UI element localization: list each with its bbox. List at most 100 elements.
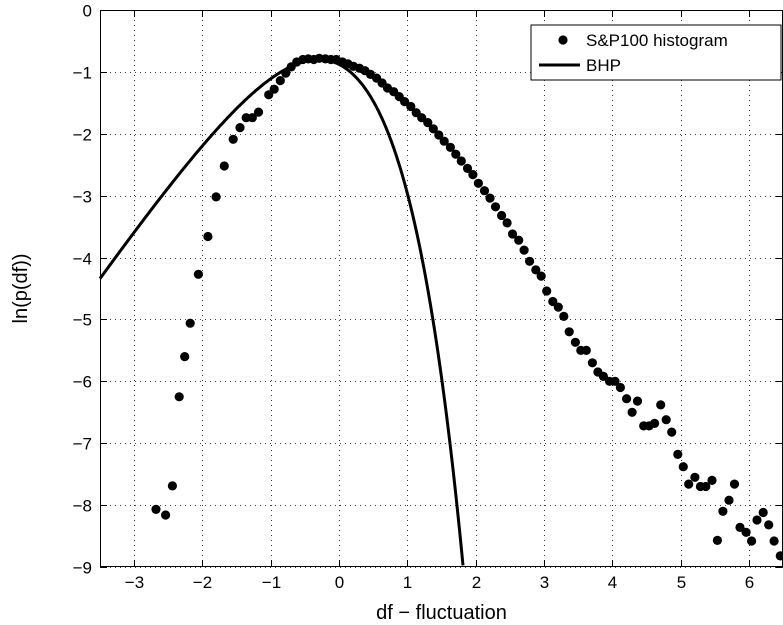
legend-label-bhp: BHP — [586, 56, 621, 75]
histogram-point — [758, 507, 768, 518]
histogram-point — [729, 479, 740, 489]
y-tick-label: 0 — [83, 2, 92, 21]
grid-lines — [100, 10, 783, 568]
histogram-point — [400, 97, 410, 107]
bhp-curve-layer — [98, 58, 465, 566]
legend-box — [530, 24, 782, 81]
y-axis-title: ln(p(df)) — [10, 253, 32, 323]
bhp-curve — [98, 58, 465, 566]
histogram-point — [678, 462, 688, 472]
histogram-point — [490, 202, 501, 212]
histogram-point — [228, 134, 238, 144]
x-tick-label: 4 — [608, 573, 617, 592]
histogram-point — [769, 536, 779, 546]
histogram-point — [673, 449, 683, 459]
histogram-point — [667, 427, 677, 437]
histogram-point — [610, 376, 620, 386]
histogram-point — [180, 352, 190, 362]
histogram-point — [281, 68, 291, 78]
y-tick-label: −7 — [73, 435, 92, 454]
y-tick-label: −2 — [73, 126, 92, 145]
x-tick-labels: −3 −2 −1 0 1 2 3 4 5 6 — [125, 573, 754, 592]
histogram-point — [161, 510, 171, 520]
histogram-point — [650, 418, 660, 428]
histogram-point — [712, 535, 723, 546]
histogram-point — [193, 269, 203, 279]
legend-marker-histogram — [558, 35, 568, 45]
histogram-point — [564, 327, 574, 337]
histogram-point — [531, 265, 541, 275]
histogram-point — [502, 218, 512, 228]
histogram-point — [536, 271, 546, 281]
histogram-point — [747, 536, 757, 546]
y-tick-label: −4 — [73, 250, 92, 269]
y-tick-labels: 0 −1 −2 −3 −4 −5 −6 −7 −8 −9 — [73, 2, 92, 578]
histogram-point — [485, 193, 495, 203]
histogram-point — [247, 113, 257, 123]
histogram-point — [684, 479, 694, 489]
x-axis-title: df − fluctuation — [376, 602, 507, 624]
histogram-point — [690, 472, 700, 482]
histogram-point — [507, 229, 518, 239]
histogram-point — [632, 396, 643, 406]
histogram-point — [718, 506, 728, 516]
histogram-point — [417, 113, 427, 123]
histogram-point — [735, 522, 745, 533]
histogram-point — [428, 124, 438, 134]
histogram-point — [423, 118, 433, 128]
histogram-points-layer — [151, 53, 783, 561]
histogram-point — [167, 481, 177, 491]
histogram-point — [587, 358, 598, 368]
histogram-point — [445, 142, 455, 152]
x-tick-label: 5 — [677, 573, 686, 592]
histogram-point — [752, 515, 762, 525]
histogram-point — [724, 495, 734, 505]
histogram-point — [211, 192, 221, 202]
histogram-point — [151, 504, 161, 514]
histogram-point — [439, 136, 449, 146]
y-tick-label: −8 — [73, 497, 92, 516]
histogram-point — [764, 520, 774, 530]
histogram-point — [174, 392, 184, 402]
x-tick-label: 0 — [335, 573, 344, 592]
histogram-point — [235, 123, 245, 133]
histogram-point — [456, 156, 466, 166]
histogram-point — [622, 394, 632, 404]
histogram-point — [615, 382, 626, 393]
x-tick-label: −2 — [193, 573, 212, 592]
histogram-point — [514, 235, 524, 245]
histogram-point — [451, 149, 461, 159]
histogram-point — [519, 245, 529, 255]
histogram-point — [462, 163, 473, 173]
x-tick-label: 6 — [745, 573, 754, 592]
histogram-point — [775, 551, 783, 561]
histogram-point — [497, 210, 507, 221]
histogram-point — [701, 481, 711, 492]
histogram-point — [741, 527, 751, 537]
histogram-point — [253, 107, 264, 117]
histogram-point — [468, 170, 478, 180]
histogram-point — [479, 186, 490, 196]
histogram-point — [581, 345, 591, 355]
histogram-point — [627, 407, 637, 417]
x-tick-label: −1 — [262, 573, 281, 592]
legend: S&P100 histogram BHP — [530, 24, 782, 81]
histogram-point — [203, 231, 213, 242]
y-tick-label: −9 — [73, 559, 92, 578]
x-tick-label: 1 — [403, 573, 412, 592]
x-tick-label: 3 — [540, 573, 549, 592]
histogram-point — [473, 178, 483, 188]
histogram-point — [570, 337, 581, 347]
histogram-point — [185, 318, 195, 328]
legend-label-histogram: S&P100 histogram — [586, 31, 728, 50]
y-tick-label: −3 — [73, 188, 92, 207]
histogram-point — [559, 311, 569, 321]
histogram-point — [598, 371, 609, 381]
x-tick-label: 2 — [472, 573, 481, 592]
histogram-point — [553, 302, 563, 312]
histogram-point — [707, 475, 717, 485]
histogram-point — [661, 415, 671, 425]
y-tick-label: −5 — [73, 311, 92, 330]
plot-frame — [100, 10, 783, 567]
